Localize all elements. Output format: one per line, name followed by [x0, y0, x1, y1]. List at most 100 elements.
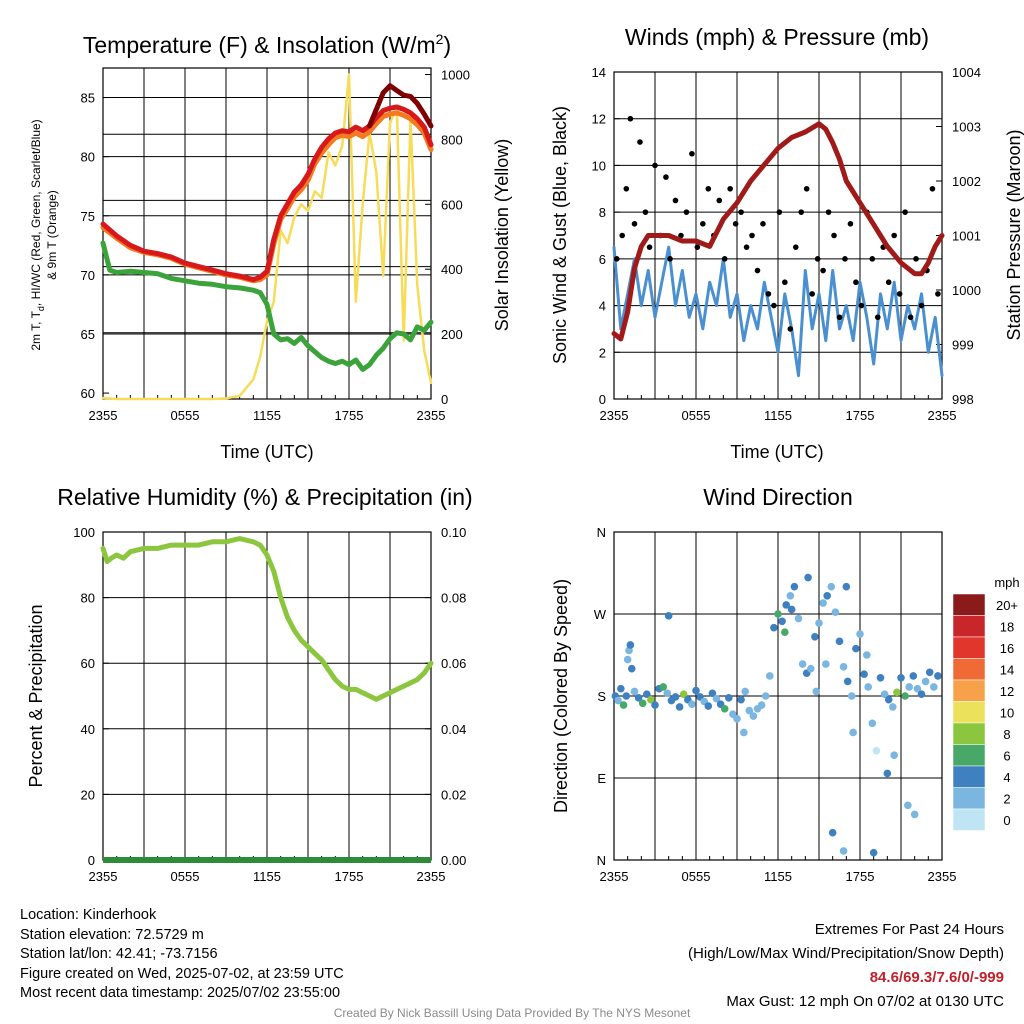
gust-point — [613, 256, 620, 262]
direction-point — [910, 810, 919, 819]
sonic-wind-line — [612, 245, 944, 378]
y-tick-label: 85 — [81, 91, 95, 106]
recent-text: Most recent data timestamp: 2025/07/02 2… — [20, 985, 341, 1001]
direction-point — [876, 673, 885, 682]
gust-point — [646, 244, 653, 250]
direction-point — [864, 683, 872, 691]
x-tick-label: 2355 — [928, 869, 957, 884]
y-tick-label: 14 — [592, 65, 606, 80]
direction-point — [822, 660, 830, 668]
direction-point — [770, 623, 778, 632]
y-right-tick-label: 998 — [952, 392, 974, 407]
direction-point — [842, 582, 851, 591]
humidity-ylabel: Percent & Precipitation — [26, 604, 46, 787]
extremes-subtitle: (High/Low/Max Wind/Precipitation/Snow De… — [688, 945, 1004, 962]
temperature-title: Temperature (F) & Insolation (W/m2) — [83, 31, 451, 58]
x-tick-label: 2355 — [89, 408, 118, 423]
series-line-hi-wc — [367, 83, 434, 129]
gust-point — [637, 139, 643, 145]
direction-point — [614, 696, 622, 705]
y-tick-label: 40 — [81, 722, 95, 737]
x-tick-label: 1755 — [335, 869, 364, 884]
gust-point — [825, 209, 832, 215]
y-right-tick-label: 200 — [441, 327, 463, 342]
direction-point — [766, 672, 774, 680]
y-tick-label: N — [597, 853, 606, 868]
gust-point — [896, 291, 903, 297]
pressure-line — [611, 121, 945, 342]
direction-point — [617, 684, 625, 693]
legend-swatch — [952, 701, 986, 724]
direction-point — [688, 700, 696, 708]
x-tick-label: 0555 — [682, 869, 711, 884]
gust-point — [782, 279, 788, 286]
y-tick-label: 6 — [599, 252, 606, 267]
wind-direction-panel: Wind Direction Direction (Colored By Spe… — [551, 484, 1020, 884]
gust-point — [929, 185, 936, 192]
gust-point — [689, 150, 695, 157]
x-tick-label: 2355 — [89, 869, 118, 884]
x-tick-label: 2355 — [417, 408, 446, 423]
direction-point — [638, 699, 647, 708]
gust-point — [678, 232, 684, 239]
gust-point — [705, 185, 712, 192]
legend-swatch — [952, 808, 986, 831]
legend-swatch — [952, 615, 986, 638]
direction-point — [893, 688, 901, 697]
direction-point — [786, 591, 795, 600]
direction-point — [782, 601, 790, 609]
gust-point — [907, 314, 914, 321]
extremes-box: Extremes For Past 24 Hours (High/Low/Max… — [688, 918, 1004, 1014]
legend-label: 4 — [1003, 770, 1010, 785]
direction-point — [905, 683, 913, 691]
direction-point — [737, 695, 745, 704]
direction-point — [880, 690, 889, 698]
direction-point — [757, 701, 766, 709]
gust-point — [776, 209, 783, 215]
gust-point — [836, 314, 843, 321]
direction-point — [856, 630, 864, 638]
direction-point — [675, 703, 684, 711]
elevation-text: Station elevation: 72.5729 m — [20, 926, 204, 943]
credit-text: Created By Nick Bassill Using Data Provi… — [333, 1006, 691, 1020]
direction-point — [872, 746, 881, 755]
gust-point — [885, 279, 892, 286]
gust-point — [749, 232, 755, 239]
legend-swatch — [952, 658, 986, 681]
legend-label: 8 — [1003, 727, 1010, 742]
y-right-tick-label: 999 — [952, 338, 974, 353]
gust-point — [831, 232, 837, 239]
gust-point — [727, 185, 733, 192]
x-tick-label: 1155 — [253, 408, 281, 423]
direction-point — [761, 692, 770, 700]
direction-point — [626, 641, 635, 649]
direction-point — [749, 712, 758, 720]
direction-point — [839, 847, 848, 855]
direction-point — [812, 687, 821, 696]
y-tick-label: 4 — [599, 299, 606, 314]
gust-point — [760, 221, 766, 227]
winds-panel: Winds (mph) & Pressure (mb) Time (UTC) S… — [550, 24, 1024, 462]
direction-point — [868, 719, 877, 728]
direction-point — [712, 694, 721, 703]
y-tick-label: 8 — [599, 205, 606, 220]
y-right-tick-label: 0.00 — [441, 853, 466, 868]
legend-label: 14 — [1000, 663, 1014, 678]
legend-label: 18 — [1000, 620, 1014, 635]
x-tick-label: 1755 — [846, 408, 875, 423]
legend-label: 0 — [1003, 813, 1010, 828]
direction-point — [811, 632, 819, 641]
direction-point — [643, 690, 651, 698]
legend-label: 6 — [1003, 749, 1010, 764]
gust-point — [809, 291, 815, 297]
gust-point — [619, 232, 625, 239]
gust-point — [754, 267, 761, 274]
temperature-xlabel: Time (UTC) — [220, 442, 313, 462]
legend-title: mph — [994, 575, 1019, 590]
x-tick-label: 2355 — [417, 869, 446, 884]
gust-point — [743, 244, 750, 250]
y-tick-label: 0 — [599, 392, 606, 407]
direction-point — [913, 684, 922, 693]
y-right-tick-label: 1004 — [952, 65, 981, 80]
y-right-tick-label: 1000 — [952, 283, 981, 298]
